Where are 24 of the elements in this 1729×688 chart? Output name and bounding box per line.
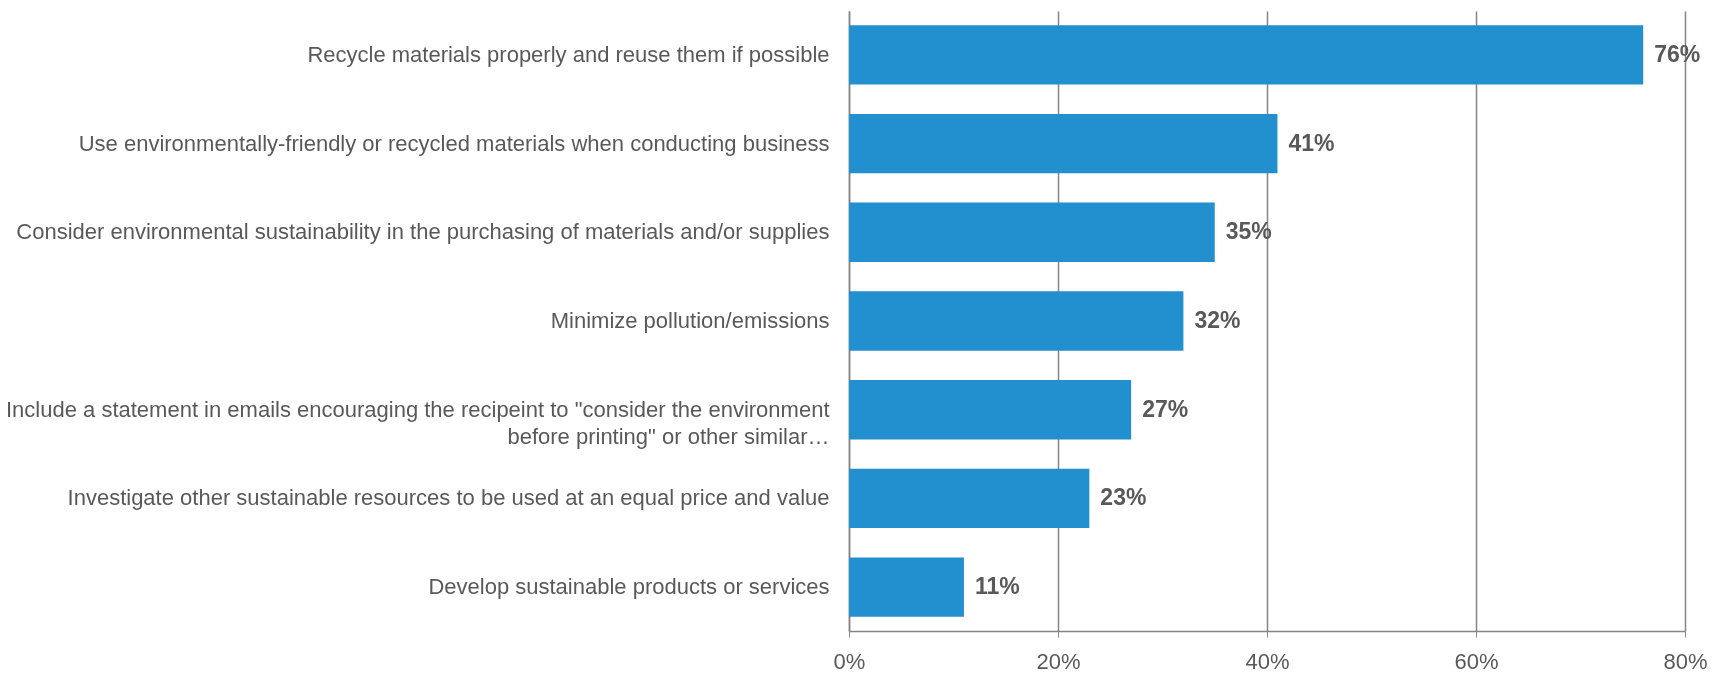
data-label: 32% bbox=[1194, 307, 1241, 333]
x-tick-label: 0% bbox=[833, 648, 866, 674]
y-tick-label: Minimize pollution/emissions bbox=[550, 308, 830, 333]
y-tick-label: Include a statement in emails encouraging the recipeint to "consider the environment before printing" or other similar… bbox=[5, 396, 830, 449]
bar bbox=[849, 468, 1090, 529]
bar bbox=[849, 202, 1215, 263]
x-tick-label: 60% bbox=[1454, 648, 1499, 674]
y-tick-label: Recycle materials properly and reuse them if possible bbox=[307, 41, 830, 67]
bar bbox=[849, 291, 1184, 351]
bar bbox=[849, 113, 1278, 174]
y-tick-label: Develop sustainable products or services bbox=[428, 574, 830, 600]
x-tick-label: 40% bbox=[1245, 648, 1290, 674]
bar bbox=[849, 25, 1644, 85]
y-tick-label: Consider environmental sustainability in the purchasing of materials and/or supplies bbox=[16, 219, 830, 245]
bar bbox=[849, 557, 964, 617]
y-tick-label: Investigate other sustainable resources to be used at an equal price and value bbox=[67, 485, 830, 511]
data-label: 41% bbox=[1288, 129, 1335, 156]
data-label: 27% bbox=[1142, 395, 1189, 422]
data-label: 23% bbox=[1100, 484, 1147, 511]
data-label: 11% bbox=[974, 573, 1020, 600]
y-tick-label: Use environmentally-friendly or recycled materials when conducting business bbox=[78, 130, 830, 156]
bar bbox=[849, 379, 1132, 440]
x-tick-label: 20% bbox=[1036, 648, 1081, 674]
x-tick-label: 80% bbox=[1663, 648, 1708, 674]
